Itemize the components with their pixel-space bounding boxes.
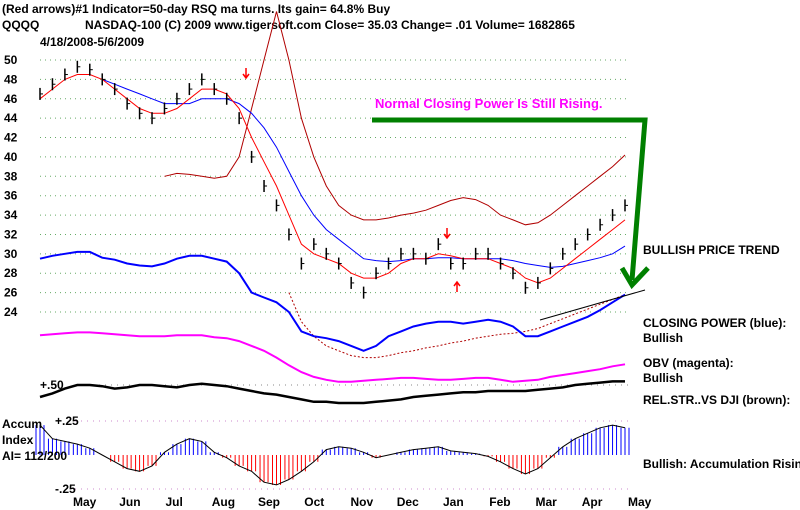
- obv-value: Bullish: [643, 371, 684, 385]
- quote-line: NASDAQ-100 (C) 2009 www.tigersoft.com Cl…: [85, 18, 575, 32]
- y-tick-label: 28: [4, 266, 18, 280]
- x-tick-label: Mar: [536, 495, 558, 509]
- symbol: QQQQ: [2, 18, 40, 32]
- x-tick-label: Sep: [258, 495, 280, 509]
- green-arrow-icon: [372, 117, 648, 281]
- y-tick-label: 36: [4, 189, 18, 203]
- x-tick-label: Apr: [582, 495, 603, 509]
- x-tick-label: Jun: [119, 495, 140, 509]
- y-tick-label: 30: [4, 247, 18, 261]
- headline-annotation: Normal Closing Power Is Still Rising.: [375, 96, 603, 111]
- ma-long-line: [102, 78, 626, 268]
- y-tick-label: 44: [4, 111, 18, 125]
- closing-power-value: Bullish: [643, 331, 684, 345]
- red-signal-arrow-icon: [443, 228, 451, 240]
- x-tick-label: May: [73, 495, 97, 509]
- red-signal-arrow-icon: [242, 68, 250, 80]
- obv-line: [39, 331, 626, 383]
- lower-band-line: [288, 292, 626, 359]
- y-tick-label: 40: [4, 150, 18, 164]
- trend-line: [539, 289, 646, 321]
- accum-status: Bullish: Accumulation Rising: [643, 457, 800, 471]
- accum-title-2: Index: [2, 433, 34, 447]
- y-tick-label: 50: [4, 53, 18, 67]
- y-tick-label: 42: [4, 131, 18, 145]
- x-tick-label: Nov: [351, 495, 374, 509]
- red-signal-arrow-icon: [453, 280, 461, 292]
- y-tick-label: 46: [4, 92, 18, 106]
- rel-strength-line: [39, 380, 625, 405]
- x-tick-label: Jul: [166, 495, 183, 509]
- closing-power-line: [39, 250, 626, 352]
- upper-band-line: [164, 11, 626, 226]
- y-tick-label: 38: [4, 169, 18, 183]
- ai-value: AI= 112/200: [2, 449, 68, 463]
- x-tick-label: May: [628, 495, 652, 509]
- y-tick-label: 48: [4, 72, 18, 86]
- accum-tick-label: -.25: [55, 482, 76, 496]
- accum-tick-label: +.25: [55, 414, 79, 428]
- x-tick-label: Feb: [489, 495, 510, 509]
- trend-label: BULLISH PRICE TREND: [643, 243, 780, 257]
- accum-index-line: [39, 424, 626, 486]
- date-range: 4/18/2008-5/6/2009: [40, 35, 145, 49]
- x-tick-label: Aug: [212, 495, 235, 509]
- rel-strength-label: REL.STR..VS DJI (brown):: [643, 393, 791, 407]
- ma-short-line: [39, 74, 626, 284]
- accum-title: Accum: [2, 417, 43, 431]
- y-tick-label: 32: [4, 227, 18, 241]
- x-tick-label: Oct: [304, 495, 324, 509]
- obv-label: OBV (magenta):: [643, 356, 734, 370]
- green-arrow-head-icon: [619, 266, 650, 290]
- rs-tick-label: +.50: [40, 378, 64, 392]
- y-tick-label: 26: [4, 286, 18, 300]
- x-tick-label: Dec: [397, 495, 419, 509]
- y-tick-label: 34: [4, 208, 18, 222]
- indicator-title: (Red arrows)#1 Indicator=50-day RSQ ma t…: [2, 2, 391, 16]
- y-tick-label: 24: [4, 305, 18, 319]
- closing-power-label: CLOSING POWER (blue):: [643, 316, 787, 330]
- x-tick-label: Jan: [443, 495, 464, 509]
